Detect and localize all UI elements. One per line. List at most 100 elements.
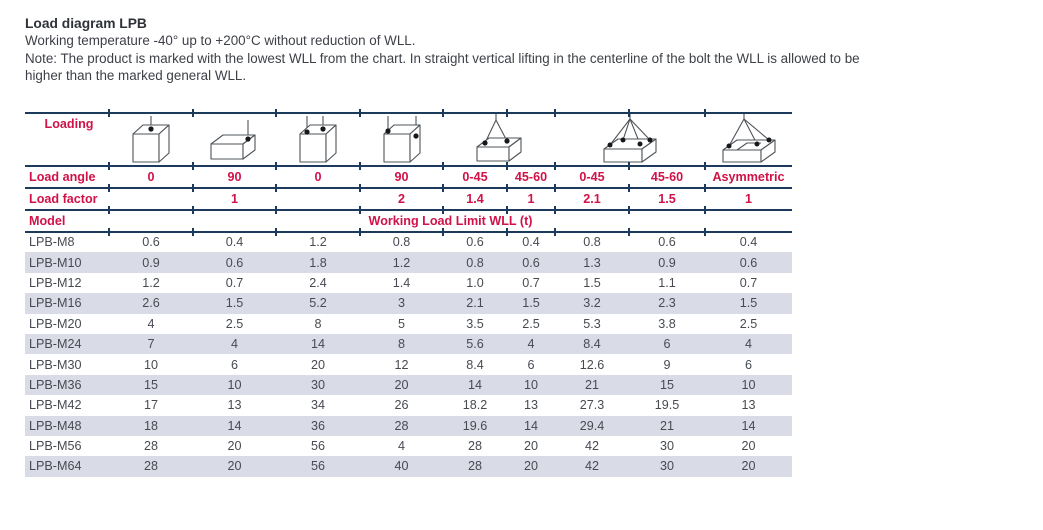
wll-cell: 1.1 <box>658 275 676 290</box>
table-row: LPB-M36 15 10 30 20 14 10 21 15 10 <box>25 374 792 396</box>
table-row: LPB-M30 10 6 20 12 8.4 6 12.6 9 6 <box>25 354 792 374</box>
wll-cell: 36 <box>310 418 325 433</box>
wll-cell: 4 <box>397 439 405 454</box>
wll-cell: 8.4 <box>466 357 484 372</box>
note-line-2: higher than the marked general WLL. <box>25 67 247 83</box>
wll-cell: 40 <box>394 459 409 474</box>
model-cell: LPB-M36 <box>29 377 82 392</box>
table-row: LPB-M48 18 14 36 28 19.6 14 29.4 21 14 <box>25 415 792 436</box>
angle-value: 0-45 <box>462 170 488 184</box>
wll-cell: 10 <box>143 357 158 372</box>
wll-cell: 13 <box>523 398 538 413</box>
wll-cell: 0.4 <box>522 235 540 250</box>
wll-cell: 5.6 <box>466 337 484 352</box>
wll-cell: 2.3 <box>658 296 676 311</box>
table-row: LPB-M8 0.6 0.4 1.2 0.8 0.6 0.4 0.8 0.6 0.4 <box>25 232 792 252</box>
angle-value: 45-60 <box>650 170 684 184</box>
angle-value: 0 <box>314 170 322 184</box>
wll-cell: 5 <box>397 316 405 331</box>
wll-cell: 20 <box>227 439 242 454</box>
load-table-wrap: Loading <box>25 109 792 478</box>
wll-cell: 26 <box>394 398 409 413</box>
wll-cell: 0.6 <box>466 235 484 250</box>
wll-cell: 4 <box>230 337 238 352</box>
wll-cell: 14 <box>467 377 482 392</box>
temperature-line: Working temperature -40° up to +200°C wi… <box>25 33 416 49</box>
loading-label: Loading <box>44 117 94 131</box>
model-cell: LPB-M56 <box>29 439 82 454</box>
wll-cell: 28 <box>467 459 482 474</box>
model-cell: LPB-M24 <box>29 337 82 352</box>
wll-cell: 14 <box>310 337 325 352</box>
wll-table-body: LPB-M8 0.6 0.4 1.2 0.8 0.6 0.4 0.8 0.6 0.4 LPB-M10… <box>25 232 792 477</box>
factor-value: 1.4 <box>466 192 484 206</box>
wll-cell: 56 <box>310 439 325 454</box>
wll-cell: 0.7 <box>522 275 540 290</box>
model-cell: LPB-M8 <box>29 235 75 250</box>
wll-cell: 20 <box>227 459 242 474</box>
wll-cell: 0.7 <box>225 275 244 290</box>
angle-value: 90 <box>227 170 242 184</box>
model-cell: LPB-M48 <box>29 418 82 433</box>
factor-value: 2 <box>397 192 405 206</box>
factor-value: 1 <box>527 192 535 206</box>
wll-cell: 1.0 <box>466 275 484 290</box>
wll-cell: 4 <box>147 316 155 331</box>
wll-cell: 1.2 <box>309 235 327 250</box>
wll-cell: 0.8 <box>583 235 601 250</box>
wll-cell: 2.5 <box>225 316 244 331</box>
wll-cell: 14 <box>227 418 242 433</box>
wll-cell: 0.8 <box>466 255 484 270</box>
wll-cell: 0.6 <box>739 255 758 270</box>
model-cell: LPB-M20 <box>29 316 82 331</box>
wll-cell: 6 <box>230 357 238 372</box>
model-label: Model <box>29 214 66 228</box>
wll-cell: 27.3 <box>579 398 605 413</box>
wll-cell: 21 <box>659 418 674 433</box>
model-cell: LPB-M64 <box>29 459 82 474</box>
table-row: LPB-M20 4 2.5 8 5 3.5 2.5 5.3 3.8 2.5 <box>25 314 792 334</box>
wll-cell: 2.1 <box>466 296 484 311</box>
load-table: Loading <box>25 112 792 477</box>
wll-cell: 18.2 <box>462 398 488 413</box>
wll-cell: 8 <box>314 316 322 331</box>
wll-cell: 20 <box>741 459 756 474</box>
load-factor-label: Load factor <box>29 192 98 206</box>
table-row: LPB-M64 28 20 56 40 28 20 42 30 20 <box>25 456 792 477</box>
wll-cell: 2.4 <box>309 275 327 290</box>
wll-header: Working Load Limit WLL (t) <box>368 214 533 228</box>
wll-cell: 0.8 <box>392 235 411 250</box>
model-cell: LPB-M10 <box>29 255 82 270</box>
wll-cell: 5.3 <box>583 316 601 331</box>
wll-cell: 0.4 <box>739 235 758 250</box>
wll-cell: 1.3 <box>583 255 601 270</box>
factor-value: 1.5 <box>658 192 676 206</box>
wll-cell: 6 <box>663 337 671 352</box>
wll-cell: 6 <box>527 357 535 372</box>
wll-cell: 21 <box>584 377 599 392</box>
load-angle-row: Load angle 0 90 0 90 0-45 45-60 0-45 45-… <box>25 166 792 188</box>
wll-cell: 30 <box>659 459 674 474</box>
slab-four-leg-sling-icon <box>603 114 657 163</box>
wll-cell: 8 <box>397 337 405 352</box>
wll-cell: 20 <box>523 439 538 454</box>
wll-cell: 12.6 <box>579 357 605 372</box>
wll-cell: 0.6 <box>658 235 676 250</box>
model-cell: LPB-M42 <box>29 398 82 413</box>
wll-cell: 4 <box>744 337 752 352</box>
wll-cell: 0.9 <box>142 255 160 270</box>
wll-cell: 12 <box>394 357 409 372</box>
wll-cell: 10 <box>741 377 756 392</box>
wll-cell: 9 <box>663 357 671 372</box>
page-title: Load diagram LPB <box>25 16 147 31</box>
wll-cell: 6 <box>744 357 752 372</box>
wll-cell: 28 <box>467 439 482 454</box>
wll-cell: 42 <box>584 459 599 474</box>
wll-cell: 28 <box>394 418 409 433</box>
wll-cell: 14 <box>523 418 538 433</box>
wll-cell: 17 <box>143 398 158 413</box>
wll-cell: 1.8 <box>309 255 327 270</box>
angle-value: 0 <box>147 170 155 184</box>
wll-cell: 1.4 <box>392 275 411 290</box>
